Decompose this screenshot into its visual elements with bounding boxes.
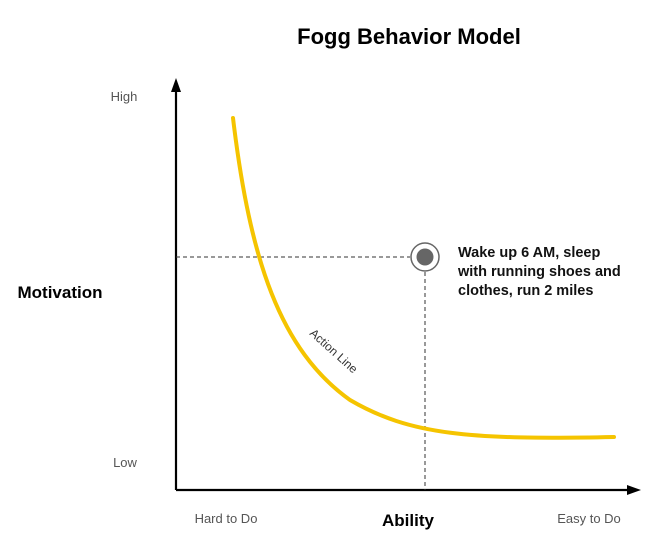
y-axis-high-label: High: [111, 89, 138, 104]
behavior-annotation-line-2: with running shoes and: [457, 264, 621, 280]
x-axis-title: Ability: [382, 511, 434, 530]
behavior-marker-dot: [416, 248, 434, 266]
x-axis-arrowhead: [627, 485, 641, 495]
y-axis-low-label: Low: [113, 455, 137, 470]
action-line-curve: [231, 116, 616, 440]
behavior-annotation-line-3: clothes, run 2 miles: [458, 283, 593, 299]
behavior-annotation-line-1: Wake up 6 AM, sleep: [458, 245, 600, 261]
diagram-title: Fogg Behavior Model: [297, 24, 521, 49]
y-axis-arrowhead: [171, 78, 181, 92]
x-axis-high-label: Easy to Do: [557, 511, 621, 526]
x-axis-low-label: Hard to Do: [195, 511, 258, 526]
y-axis-title: Motivation: [18, 283, 103, 302]
